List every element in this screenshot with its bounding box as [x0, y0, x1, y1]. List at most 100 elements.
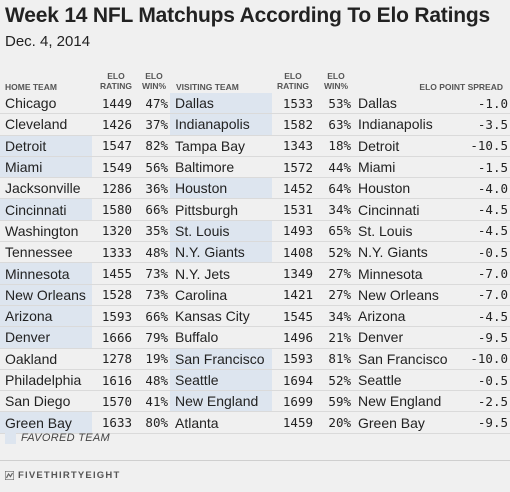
header-home-win-line: WIN% [141, 81, 167, 91]
home-team-cell: Philadelphia [0, 369, 92, 392]
header-home-elo-line: ELO [107, 71, 125, 81]
vis-rating-cell: 1531 [272, 198, 315, 221]
header-home-win-elo-line: ELO [145, 71, 163, 81]
visiting-team-cell: San Francisco [170, 348, 272, 370]
home-team-cell: Tennessee [0, 241, 92, 264]
home-rating-cell: 1549 [92, 156, 134, 179]
home-team-cell: Oakland [0, 348, 92, 370]
logo-text: FIVETHIRTYEIGHT [18, 470, 121, 481]
spread-team-cell: San Francisco [353, 348, 460, 370]
spread-team-cell: Seattle [353, 369, 460, 392]
home-rating-cell: 1528 [92, 284, 134, 306]
vis-rating-cell: 1694 [272, 369, 315, 392]
vis-win-cell: 65% [315, 220, 353, 243]
home-rating-cell: 1426 [92, 113, 134, 136]
home-win-cell: 37% [134, 113, 170, 136]
home-team-cell: Jacksonville [0, 177, 92, 200]
header-home-win: ELO WIN% [138, 71, 170, 91]
visiting-team-cell: New England [170, 390, 272, 413]
vis-win-cell: 53% [315, 93, 353, 115]
home-team-cell: Minnesota [0, 262, 92, 285]
visiting-team-cell: Baltimore [170, 156, 272, 179]
home-team-cell: Arizona [0, 305, 92, 328]
home-rating-cell: 1286 [92, 177, 134, 200]
spread-team-cell: N.Y. Giants [353, 241, 460, 264]
table-row: Tennessee 1333 48% N.Y. Giants 1408 52% N.Y. G… [0, 241, 510, 264]
vis-rating-cell: 1572 [272, 156, 315, 179]
vis-win-cell: 34% [315, 198, 353, 221]
logo-mark-icon [5, 471, 14, 480]
home-win-cell: 73% [134, 284, 170, 306]
vis-rating-cell: 1699 [272, 390, 315, 413]
home-win-cell: 56% [134, 156, 170, 179]
spread-team-cell: New Orleans [353, 284, 460, 306]
chart-subtitle: Dec. 4, 2014 [5, 33, 91, 50]
home-team-cell: Denver [0, 326, 92, 349]
visiting-team-cell: Carolina [170, 284, 272, 306]
spread-team-cell: Detroit [353, 135, 460, 157]
visiting-team-cell: Seattle [170, 369, 272, 392]
visiting-team-cell: Pittsburgh [170, 198, 272, 221]
spread-value-cell: -4.5 [460, 305, 510, 328]
home-team-cell: Detroit [0, 135, 92, 157]
home-team-cell: Cincinnati [0, 198, 92, 221]
spread-value-cell: -10.5 [460, 135, 510, 157]
vis-rating-cell: 1408 [272, 241, 315, 264]
home-win-cell: 35% [134, 220, 170, 243]
table-row: Miami 1549 56% Baltimore 1572 44% Miami -1.5 [0, 156, 510, 179]
vis-win-cell: 52% [315, 369, 353, 392]
matchup-table: Chicago 1449 47% Dallas 1533 53% Dallas -1.0 Cle… [0, 93, 510, 434]
spread-team-cell: New England [353, 390, 460, 413]
home-rating-cell: 1580 [92, 198, 134, 221]
spread-value-cell: -0.5 [460, 369, 510, 392]
table-row: Denver 1666 79% Buffalo 1496 21% Denver -9.5 [0, 326, 510, 349]
vis-win-cell: 21% [315, 326, 353, 349]
spread-team-cell: Indianapolis [353, 113, 460, 136]
vis-rating-cell: 1545 [272, 305, 315, 328]
spread-team-cell: Arizona [353, 305, 460, 328]
spread-value-cell: -1.0 [460, 93, 510, 115]
vis-win-cell: 81% [315, 348, 353, 370]
visiting-team-cell: Buffalo [170, 326, 272, 349]
spread-value-cell: -1.5 [460, 156, 510, 179]
spread-value-cell: -10.0 [460, 348, 510, 370]
table-row: Green Bay 1633 80% Atlanta 1459 20% Green Bay -… [0, 411, 510, 434]
header-vis-rating-line: RATING [277, 81, 309, 91]
home-win-cell: 41% [134, 390, 170, 413]
home-rating-cell: 1633 [92, 411, 134, 434]
spread-team-cell: Houston [353, 177, 460, 200]
visiting-team-cell: Houston [170, 177, 272, 200]
table-row: Washington 1320 35% St. Louis 1493 65% St. Lou… [0, 220, 510, 243]
header-home-rating-line: RATING [100, 81, 132, 91]
home-win-cell: 36% [134, 177, 170, 200]
vis-win-cell: 44% [315, 156, 353, 179]
spread-team-cell: Dallas [353, 93, 460, 115]
spread-value-cell: -0.5 [460, 241, 510, 264]
table-row: Cleveland 1426 37% Indianapolis 1582 63% India… [0, 113, 510, 136]
vis-win-cell: 27% [315, 284, 353, 306]
vis-win-cell: 20% [315, 411, 353, 434]
vis-win-cell: 64% [315, 177, 353, 200]
vis-rating-cell: 1496 [272, 326, 315, 349]
home-team-cell: Green Bay [0, 411, 92, 434]
header-vis-win-line: WIN% [323, 81, 349, 91]
home-rating-cell: 1666 [92, 326, 134, 349]
spread-team-cell: Miami [353, 156, 460, 179]
vis-rating-cell: 1582 [272, 113, 315, 136]
home-win-cell: 82% [134, 135, 170, 157]
home-team-cell: San Diego [0, 390, 92, 413]
vis-win-cell: 27% [315, 262, 353, 285]
spread-team-cell: Green Bay [353, 411, 460, 434]
home-win-cell: 79% [134, 326, 170, 349]
footer-divider [0, 460, 510, 461]
home-win-cell: 66% [134, 305, 170, 328]
table-row: Arizona 1593 66% Kansas City 1545 34% Arizona -… [0, 305, 510, 328]
home-rating-cell: 1593 [92, 305, 134, 328]
header-vis-win: ELO WIN% [320, 71, 352, 91]
spread-team-cell: Denver [353, 326, 460, 349]
home-rating-cell: 1455 [92, 262, 134, 285]
table-row: New Orleans 1528 73% Carolina 1421 27% New Orl… [0, 284, 510, 306]
table-row: Detroit 1547 82% Tampa Bay 1343 18% Detroit -10… [0, 135, 510, 157]
spread-team-cell: Minnesota [353, 262, 460, 285]
home-rating-cell: 1616 [92, 369, 134, 392]
